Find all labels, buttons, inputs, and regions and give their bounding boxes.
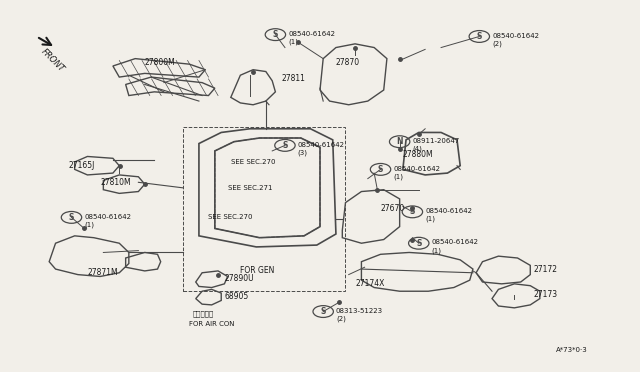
Text: (2): (2)	[492, 41, 502, 47]
Text: (2): (2)	[336, 316, 346, 322]
Text: (1): (1)	[425, 216, 435, 222]
Text: (1): (1)	[288, 39, 298, 45]
Text: 27173: 27173	[534, 291, 557, 299]
Text: 08540-61642: 08540-61642	[298, 142, 345, 148]
Text: 27174X: 27174X	[355, 279, 385, 288]
Text: 27871M: 27871M	[88, 268, 118, 277]
Text: FOR AIR CON: FOR AIR CON	[189, 321, 235, 327]
Text: 08540-61642: 08540-61642	[84, 214, 131, 219]
Text: 27811: 27811	[282, 74, 306, 83]
Text: 27165J: 27165J	[68, 161, 95, 170]
Text: SEE SEC.270: SEE SEC.270	[231, 159, 275, 165]
Text: 27890U: 27890U	[225, 274, 254, 283]
Text: エアコン用: エアコン用	[193, 310, 214, 317]
Text: S: S	[477, 32, 482, 41]
Text: S: S	[282, 141, 287, 150]
Text: (1): (1)	[431, 247, 442, 254]
Bar	[183, 127, 346, 291]
Text: 08540-61642: 08540-61642	[425, 208, 472, 214]
Text: 27880M: 27880M	[403, 150, 433, 159]
Text: 27670: 27670	[381, 203, 404, 213]
Text: 27172: 27172	[534, 264, 557, 273]
Text: 08540-61642: 08540-61642	[492, 33, 539, 39]
Text: S: S	[410, 207, 415, 217]
Text: 08540-61642: 08540-61642	[431, 240, 479, 246]
Text: (1): (1)	[394, 173, 403, 180]
Text: 08540-61642: 08540-61642	[288, 31, 335, 37]
Text: 27800M: 27800M	[145, 58, 175, 67]
Text: S: S	[378, 165, 383, 174]
Text: SEE SEC.270: SEE SEC.270	[209, 214, 253, 220]
Text: S: S	[416, 239, 422, 248]
Text: 27870: 27870	[336, 58, 360, 67]
Text: N: N	[396, 137, 403, 146]
Text: S: S	[321, 307, 326, 316]
Text: 27810M: 27810M	[100, 178, 131, 187]
Text: A*73*0·3: A*73*0·3	[556, 347, 588, 353]
Text: FOR GEN: FOR GEN	[241, 266, 275, 275]
Text: 08911-20647: 08911-20647	[412, 138, 460, 144]
Text: 08540-61642: 08540-61642	[394, 166, 440, 171]
Text: 08313-51223: 08313-51223	[336, 308, 383, 314]
Text: FRONT: FRONT	[40, 48, 67, 74]
Text: (1): (1)	[84, 221, 94, 228]
Text: (4): (4)	[412, 146, 422, 152]
Text: S: S	[273, 30, 278, 39]
Text: SEE SEC.271: SEE SEC.271	[228, 185, 272, 191]
Text: (3): (3)	[298, 150, 308, 156]
Text: S: S	[68, 213, 74, 222]
Text: 68905: 68905	[225, 292, 249, 301]
